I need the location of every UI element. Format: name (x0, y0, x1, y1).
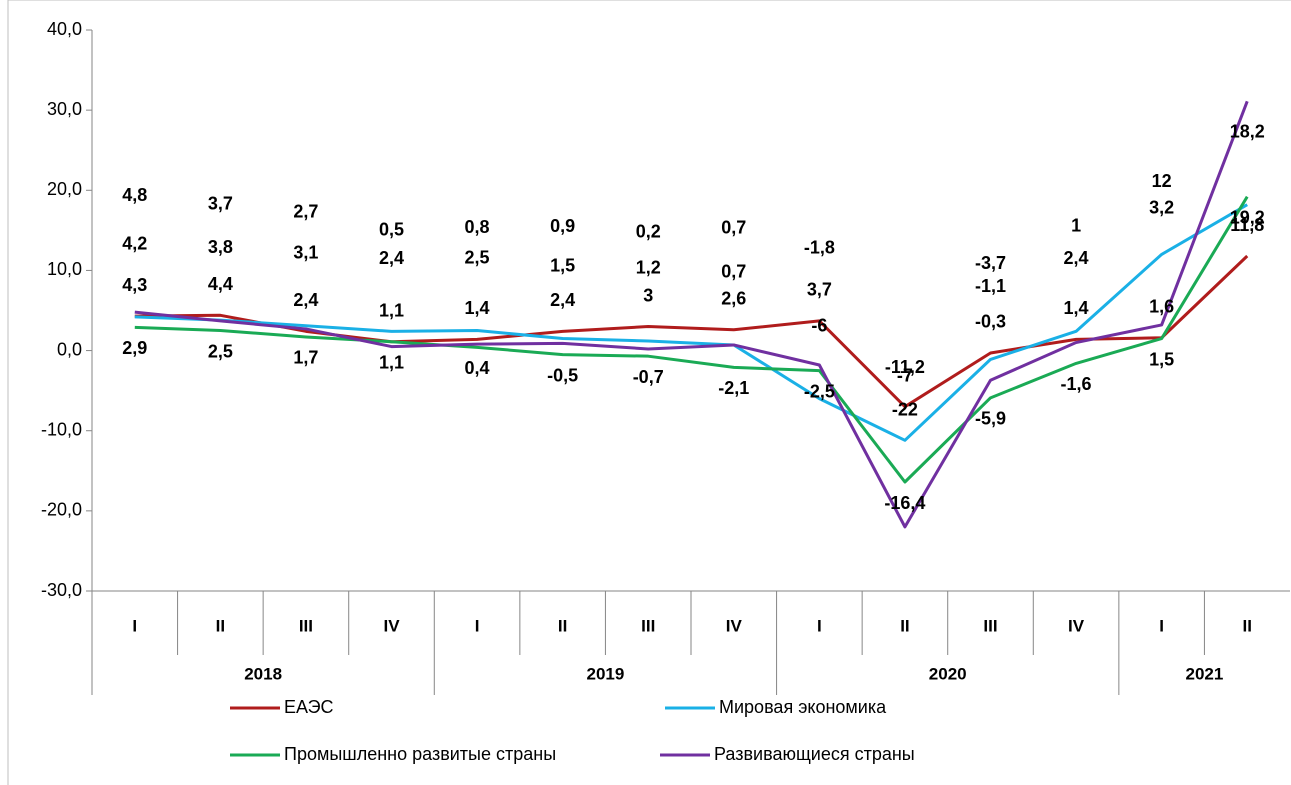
data-label: -22 (892, 400, 918, 420)
x-tick-label: IV (1068, 616, 1085, 635)
data-label: 18,2 (1230, 121, 1265, 141)
data-label: 3,7 (807, 280, 832, 300)
data-label: -0,5 (547, 365, 578, 385)
data-label: 3,7 (208, 194, 233, 214)
x-tick-label: I (1159, 616, 1164, 635)
data-label: -11,2 (885, 357, 925, 377)
data-label: 1,5 (550, 255, 575, 275)
data-label: 4,3 (122, 275, 147, 295)
group-label: 2019 (587, 664, 625, 683)
y-tick-label: 10,0 (47, 259, 82, 279)
data-label: 1,1 (379, 353, 404, 373)
group-label: 2021 (1186, 664, 1224, 683)
data-label: 4,4 (208, 274, 233, 294)
y-tick-label: 30,0 (47, 99, 82, 119)
data-label: 0,7 (721, 262, 746, 282)
data-label: 0,9 (550, 216, 575, 236)
data-label: 11,8 (1230, 215, 1264, 235)
group-label: 2018 (244, 664, 282, 683)
data-label: -2,5 (804, 381, 835, 401)
data-label: 12 (1152, 171, 1172, 191)
x-tick-label: I (475, 616, 480, 635)
x-tick-label: I (817, 616, 822, 635)
x-tick-label: III (983, 616, 997, 635)
data-label: 0,4 (465, 358, 490, 378)
data-label: 2,4 (379, 248, 404, 268)
y-tick-label: -20,0 (41, 500, 82, 520)
data-label: 2,6 (721, 288, 746, 308)
data-label: 0,7 (721, 218, 746, 238)
data-label: 3,2 (1149, 198, 1174, 218)
data-label: 3,8 (208, 237, 233, 257)
x-tick-label: II (558, 616, 567, 635)
y-tick-label: -30,0 (41, 580, 82, 600)
data-label: -16,4 (884, 493, 925, 513)
x-tick-label: II (1242, 616, 1251, 635)
y-tick-label: -10,0 (41, 419, 82, 439)
y-tick-label: 20,0 (47, 179, 82, 199)
data-label: -1,6 (1061, 374, 1092, 394)
data-label: 0,2 (636, 222, 661, 242)
data-label: 2,4 (1064, 248, 1089, 268)
data-label: 3 (643, 285, 653, 305)
x-tick-label: IV (726, 616, 743, 635)
data-label: 1,7 (293, 348, 318, 368)
x-tick-label: III (299, 616, 313, 635)
data-label: 2,4 (293, 290, 318, 310)
x-tick-label: IV (383, 616, 400, 635)
group-label: 2020 (929, 664, 967, 683)
y-tick-label: 40,0 (47, 19, 82, 39)
legend-label: Мировая экономика (719, 697, 887, 717)
data-label: 1 (1071, 215, 1081, 235)
data-label: -0,3 (975, 312, 1006, 332)
data-label: -0,7 (633, 367, 664, 387)
data-label: 2,7 (293, 202, 318, 222)
data-label: 2,4 (550, 290, 575, 310)
data-label: 1,1 (379, 301, 404, 321)
x-tick-label: II (216, 616, 225, 635)
data-label: 2,5 (208, 341, 233, 361)
data-label: 2,9 (122, 338, 147, 358)
data-label: 3,1 (293, 242, 318, 262)
data-label: 1,4 (465, 298, 490, 318)
data-label: 1,2 (636, 258, 661, 278)
x-tick-label: II (900, 616, 909, 635)
data-label: -6 (811, 315, 827, 335)
series-line (134, 203, 1248, 442)
data-label: -7 (897, 365, 913, 385)
data-label: -3,7 (975, 253, 1006, 273)
data-label: -1,8 (804, 238, 835, 258)
x-tick-label: III (641, 616, 655, 635)
legend-label: Развивающиеся страны (714, 744, 915, 764)
data-label: -5,9 (975, 409, 1006, 429)
data-label: -1,1 (975, 276, 1006, 296)
data-label: 4,8 (122, 185, 147, 205)
data-label: 0,5 (379, 219, 404, 239)
data-label: 1,6 (1149, 296, 1174, 316)
data-label: 1,5 (1149, 349, 1174, 369)
x-tick-label: I (132, 616, 137, 635)
series-line (134, 100, 1249, 529)
data-label: 0,8 (465, 217, 490, 237)
data-label: 19,2 (1230, 207, 1265, 227)
legend-label: Промышленно развитые страны (284, 744, 556, 764)
data-label: -2,1 (718, 378, 749, 398)
y-tick-label: 0,0 (57, 339, 82, 359)
legend-label: ЕАЭС (284, 697, 334, 717)
data-label: 2,5 (465, 247, 490, 267)
chart-border (7, 0, 1291, 785)
data-label: 4,2 (122, 234, 147, 254)
series-line (134, 195, 1249, 484)
data-label: 1,4 (1064, 298, 1089, 318)
